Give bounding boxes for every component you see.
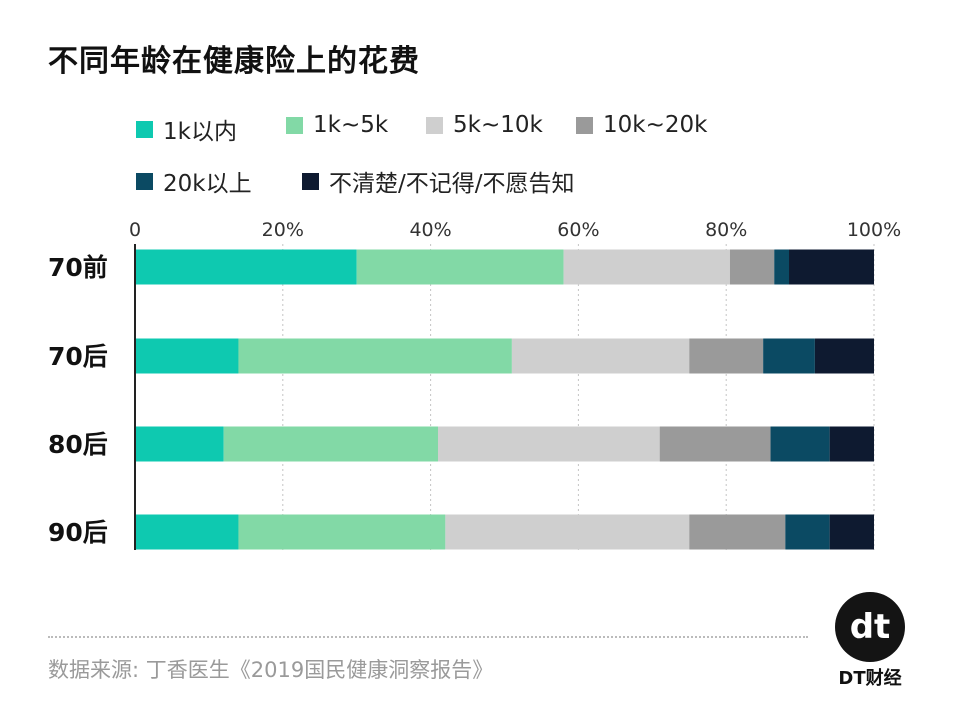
dt-logo-mark: dt	[850, 607, 891, 647]
bar-segment	[729, 249, 775, 285]
legend-label-20k-above: 20k以上	[163, 171, 252, 197]
bar-segment	[437, 426, 660, 462]
bar-segment	[770, 426, 830, 462]
bar-segment	[814, 338, 874, 374]
bar-segment	[238, 338, 512, 374]
legend-label-1k-within: 1k以内	[163, 119, 237, 145]
x-tick-label: 20%	[262, 219, 304, 241]
bar-segment	[135, 514, 239, 550]
legend-swatch-1k-5k	[286, 116, 303, 134]
bar-segment	[238, 514, 446, 550]
category-label: 70后	[48, 342, 108, 371]
category-label: 70前	[48, 253, 108, 282]
category-label: 80后	[48, 430, 108, 459]
bar-segment	[511, 338, 690, 374]
bar-segment	[356, 249, 564, 285]
bar-segment	[135, 249, 357, 285]
bar-segment	[785, 514, 830, 550]
bar-segment	[829, 514, 874, 550]
bar-segment	[763, 338, 815, 374]
bar-segment	[445, 514, 690, 550]
bar-segment	[563, 249, 730, 285]
chart-title: 不同年龄在健康险上的花费	[48, 44, 420, 79]
bar-segment	[135, 426, 224, 462]
category-label: 90后	[48, 518, 108, 547]
legend: 1k以内 1k~5k 5k~10k 10k~20k 20k以上 不清楚/不记得/…	[136, 112, 836, 202]
dt-logo-mark-icon: dt	[850, 607, 891, 647]
legend-swatch-10k-20k	[576, 116, 593, 134]
legend-item-10k-20k: 10k~20k	[576, 112, 707, 138]
bar-segment	[659, 426, 771, 462]
bar-segment	[135, 338, 239, 374]
legend-swatch-unknown	[302, 172, 319, 190]
footer-divider	[48, 636, 808, 638]
dt-logo-icon: dt	[835, 592, 905, 662]
x-tick-label: 40%	[409, 219, 451, 241]
x-tick-label: 0	[129, 219, 141, 241]
legend-item-1k-5k: 1k~5k	[286, 112, 388, 138]
legend-label-1k-5k: 1k~5k	[313, 112, 389, 138]
brand-name: DT财经	[838, 668, 902, 689]
bar-segment	[689, 338, 764, 374]
legend-swatch-5k-10k	[426, 116, 443, 134]
legend-item-5k-10k: 5k~10k	[426, 112, 543, 138]
x-tick-label: 60%	[557, 219, 599, 241]
legend-item-unknown: 不清楚/不记得/不愿告知	[302, 164, 575, 198]
source-note: 数据来源: 丁香医生《2019国民健康洞察报告》	[48, 658, 494, 682]
legend-swatch-20k-above	[136, 172, 153, 190]
x-tick-label: 100%	[847, 219, 901, 241]
legend-item-20k-above: 20k以上	[136, 164, 252, 198]
bar-segment	[829, 426, 874, 462]
x-tick-label: 80%	[705, 219, 747, 241]
bar-segment	[789, 249, 874, 285]
bar-segment	[223, 426, 438, 462]
legend-label-unknown: 不清楚/不记得/不愿告知	[329, 171, 575, 197]
bar-segment	[689, 514, 786, 550]
legend-label-5k-10k: 5k~10k	[453, 112, 543, 138]
legend-item-1k-within: 1k以内	[136, 112, 237, 146]
legend-swatch-1k-within	[136, 120, 153, 138]
legend-label-10k-20k: 10k~20k	[603, 112, 708, 138]
bar-segment	[774, 249, 790, 285]
